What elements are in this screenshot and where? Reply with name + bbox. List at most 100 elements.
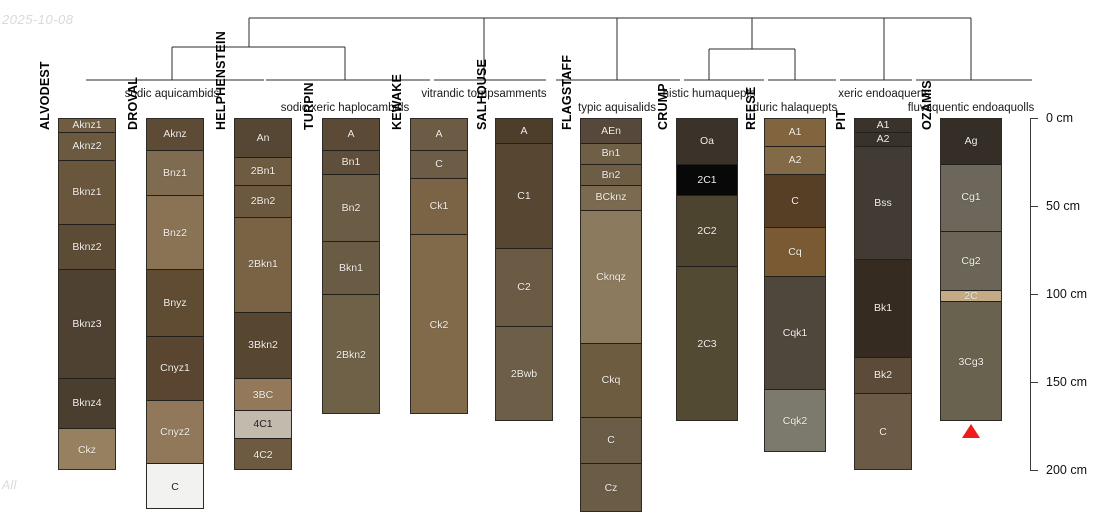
- soil-horizon[interactable]: 2C2: [677, 196, 737, 267]
- soil-horizon[interactable]: Bn2: [581, 164, 641, 186]
- axis-tick: [1030, 118, 1038, 120]
- horizon-label: Bn1: [341, 156, 361, 169]
- soil-horizon[interactable]: Bnyz: [147, 270, 203, 338]
- soil-horizon[interactable]: C: [411, 150, 467, 179]
- soil-horizon[interactable]: Aknz1: [59, 119, 115, 134]
- soil-horizon[interactable]: Ck2: [411, 235, 467, 413]
- soil-horizon[interactable]: Cnyz1: [147, 337, 203, 401]
- profile-column[interactable]: Ag Cg1 Cg2 2C 3Cg3: [940, 118, 1002, 421]
- soil-horizon[interactable]: 4C2: [235, 439, 291, 469]
- soil-horizon[interactable]: Bn1: [581, 143, 641, 165]
- watermark-footer: All: [2, 478, 17, 492]
- profile-column[interactable]: Oa 2C1 2C2 2C3: [676, 118, 738, 421]
- soil-horizon[interactable]: A: [323, 119, 379, 151]
- soil-horizon[interactable]: 4C1: [235, 411, 291, 440]
- soil-horizon[interactable]: 2Bn2: [235, 185, 291, 218]
- soil-horizon[interactable]: Bkn1: [323, 242, 379, 295]
- horizon-label: C1: [517, 189, 531, 202]
- soil-horizon[interactable]: Cqk1: [765, 277, 825, 391]
- horizon-label: Cqk2: [782, 415, 808, 428]
- soil-horizon[interactable]: A1: [855, 119, 911, 134]
- soil-horizon[interactable]: A2: [855, 133, 911, 148]
- dendrogram-group-label-5: duric halaquepts: [752, 102, 838, 114]
- profile-column[interactable]: A Bn1 Bn2 Bkn1 2Bkn2: [322, 118, 380, 414]
- profile-column[interactable]: Aknz Bnz1 Bnz2 Bnyz Cnyz1 Cnyz2 C: [146, 118, 204, 509]
- soil-horizon[interactable]: A: [411, 119, 467, 151]
- profile-name-label: TURPIN: [302, 82, 316, 130]
- soil-horizon[interactable]: Cg1: [941, 164, 1001, 232]
- soil-horizon[interactable]: C: [855, 393, 911, 469]
- soil-horizon[interactable]: 2C3: [677, 266, 737, 420]
- soil-horizon[interactable]: AEn: [581, 119, 641, 144]
- dendrogram-group-label-2: vitrandic torripsamments: [421, 88, 547, 100]
- soil-horizon[interactable]: Cz: [581, 463, 641, 512]
- horizon-label: C: [171, 480, 179, 493]
- soil-horizon[interactable]: A1: [765, 119, 825, 148]
- soil-horizon[interactable]: C2: [496, 249, 552, 327]
- soil-horizon[interactable]: Oa: [677, 119, 737, 165]
- soil-horizon[interactable]: C: [147, 463, 203, 508]
- soil-horizon[interactable]: Bk1: [855, 259, 911, 359]
- profile-column[interactable]: AEn Bn1 Bn2 BCknz Cknqz Ckq C Cz: [580, 118, 642, 512]
- soil-horizon[interactable]: C: [581, 418, 641, 464]
- dendrogram-group-label-7: fluvaquentic endoaquolls: [907, 102, 1035, 114]
- soil-horizon[interactable]: 2Bwb: [496, 326, 552, 420]
- soil-horizon[interactable]: C: [765, 175, 825, 229]
- soil-horizon[interactable]: Bn1: [323, 150, 379, 176]
- soil-horizon[interactable]: 3BC: [235, 379, 291, 412]
- soil-horizon[interactable]: BCknz: [581, 185, 641, 211]
- soil-horizon[interactable]: 3Cg3: [941, 302, 1001, 420]
- profile-column[interactable]: A C Ck1 Ck2: [410, 118, 468, 414]
- horizon-label: Bk2: [873, 369, 893, 382]
- soil-horizon[interactable]: Aknz2: [59, 133, 115, 162]
- soil-horizon[interactable]: Ag: [941, 119, 1001, 165]
- soil-horizon[interactable]: An: [235, 119, 291, 158]
- horizon-label: 2C2: [697, 224, 717, 237]
- watermark-date: 2025-10-08: [2, 12, 74, 27]
- profile-name-label: FLAGSTAFF: [560, 54, 574, 130]
- soil-horizon[interactable]: 2Bn1: [235, 157, 291, 186]
- soil-horizon[interactable]: Bk2: [855, 358, 911, 394]
- soil-horizon[interactable]: Bknz4: [59, 379, 115, 429]
- soil-horizon[interactable]: A2: [765, 147, 825, 176]
- soil-horizon[interactable]: Cq: [765, 228, 825, 278]
- soil-horizon[interactable]: Aknz: [147, 119, 203, 151]
- horizon-label: 2C3: [697, 338, 717, 351]
- soil-horizon[interactable]: Ckq: [581, 344, 641, 419]
- dendrogram-group-label-6: xeric endoaquerts: [838, 88, 930, 100]
- soil-horizon[interactable]: Bknz2: [59, 224, 115, 271]
- profile-column[interactable]: A C1 C2 2Bwb: [495, 118, 553, 421]
- horizon-label: Cknqz: [596, 270, 626, 283]
- profile-column[interactable]: An 2Bn1 2Bn2 2Bkn1 3Bkn2 3BC 4C1 4C2: [234, 118, 292, 470]
- horizon-label: C: [879, 426, 887, 439]
- soil-horizon[interactable]: 2Bkn2: [323, 295, 379, 413]
- soil-horizon[interactable]: Ck1: [411, 178, 467, 236]
- soil-horizon[interactable]: Ckz: [59, 428, 115, 469]
- horizon-label: Cqk1: [782, 326, 808, 339]
- soil-horizon[interactable]: Bknz1: [59, 161, 115, 225]
- soil-horizon[interactable]: 3Bkn2: [235, 312, 291, 380]
- horizon-label: Bnyz: [163, 297, 187, 310]
- horizon-label: 2C1: [697, 173, 717, 186]
- soil-horizon[interactable]: Cknqz: [581, 210, 641, 345]
- soil-horizon[interactable]: 2Bkn1: [235, 217, 291, 313]
- profile-column[interactable]: Aknz1 Aknz2 Bknz1 Bknz2 Bknz3 Bknz4 Ckz: [58, 118, 116, 470]
- soil-horizon[interactable]: Bnz1: [147, 150, 203, 197]
- soil-horizon[interactable]: Bknz3: [59, 270, 115, 380]
- soil-horizon[interactable]: 2C1: [677, 164, 737, 197]
- soil-horizon[interactable]: Bss: [855, 147, 911, 260]
- soil-horizon[interactable]: 2C: [941, 291, 1001, 303]
- soil-horizon[interactable]: Cg2: [941, 231, 1001, 292]
- soil-horizon[interactable]: Cqk2: [765, 390, 825, 452]
- profile-column[interactable]: A1 A2 C Cq Cqk1 Cqk2: [764, 118, 826, 453]
- profile-name-label: KEWAKE: [390, 73, 404, 130]
- horizon-label: 2Bn1: [250, 165, 276, 178]
- horizon-label: C2: [517, 281, 531, 294]
- soil-horizon[interactable]: C1: [496, 143, 552, 250]
- soil-horizon[interactable]: A: [496, 119, 552, 144]
- soil-horizon[interactable]: Cnyz2: [147, 400, 203, 464]
- soil-horizon[interactable]: Bn2: [323, 175, 379, 243]
- horizon-label: A1: [788, 126, 802, 139]
- profile-column[interactable]: A1 A2 Bss Bk1 Bk2 C: [854, 118, 912, 470]
- soil-horizon[interactable]: Bnz2: [147, 196, 203, 271]
